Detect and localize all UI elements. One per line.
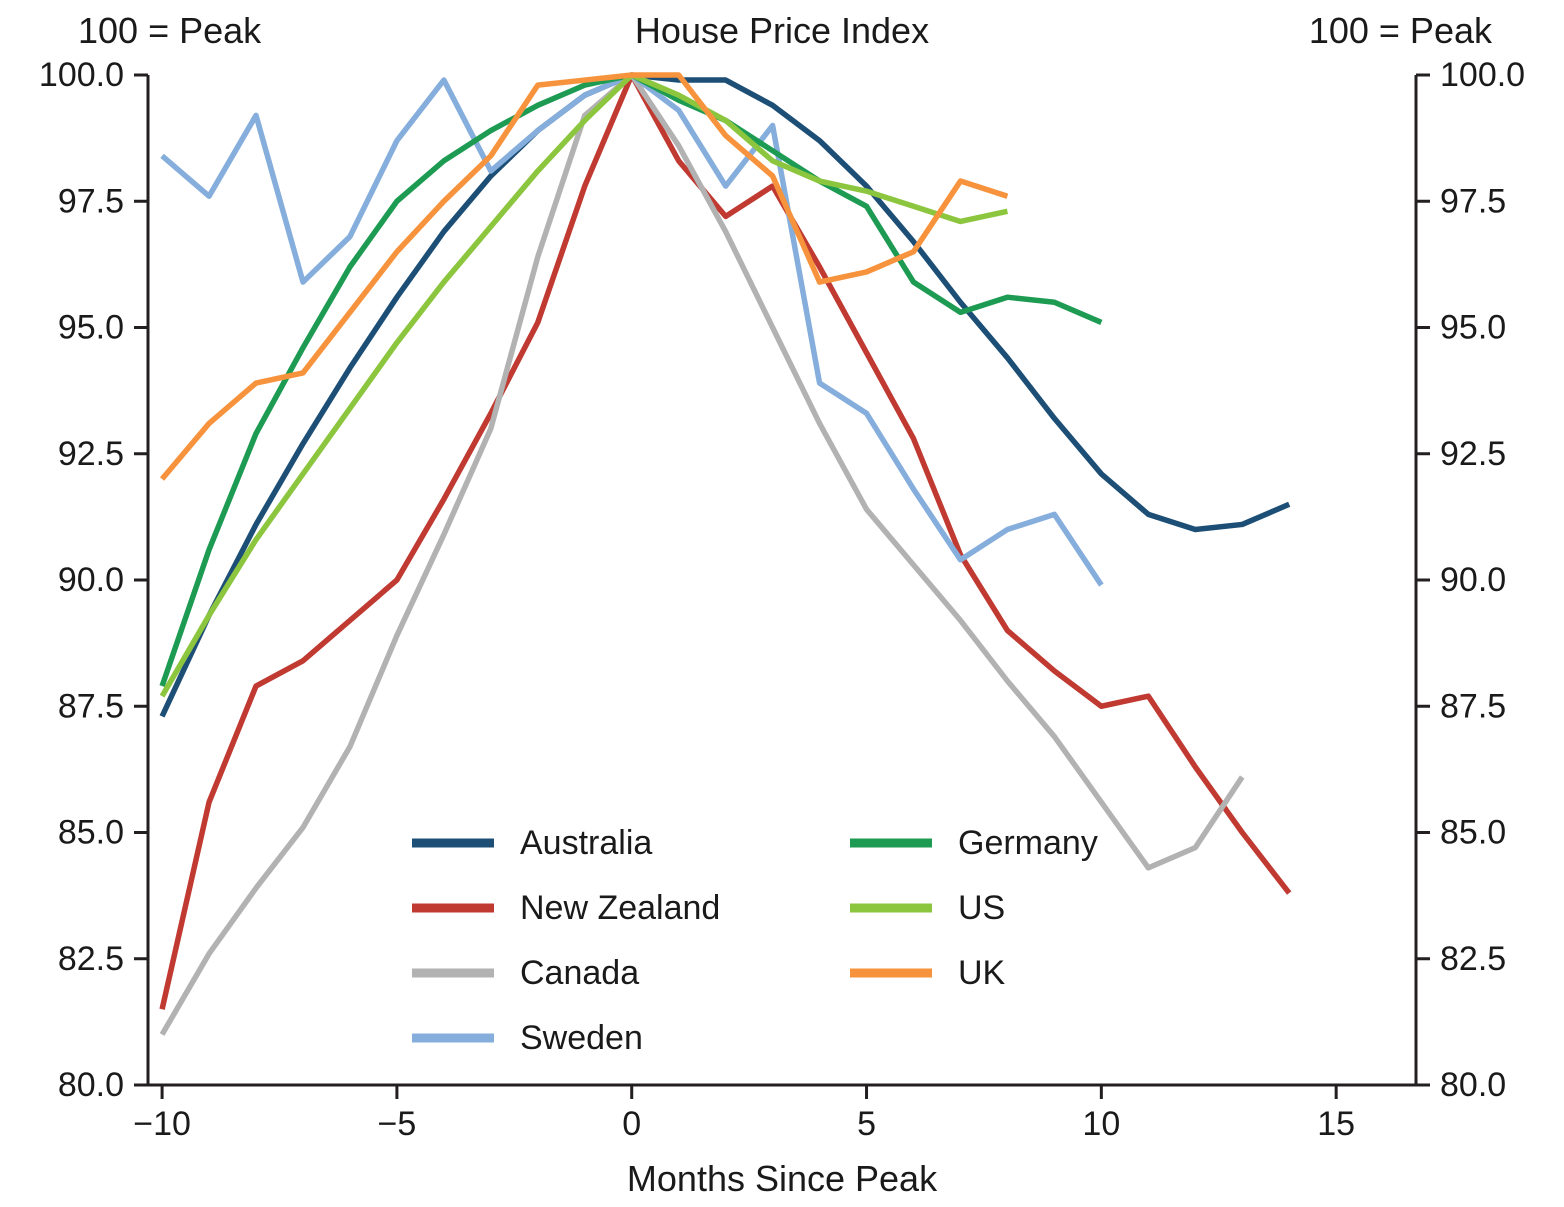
y-tick-label-left: 85.0 [58,814,124,852]
chart-title: House Price Index [634,10,930,51]
y-tick-label-left: 90.0 [58,561,124,599]
y-tick-label-left: 82.5 [58,940,124,978]
legend-label-us: US [958,889,1005,927]
series-line-canada [159,72,1245,1036]
legend-label-new-zealand: New Zealand [520,889,720,927]
y-tick-label-right: 97.5 [1440,182,1506,220]
left-axis-unit-label: 100 = Peak [78,10,262,51]
legend-label-sweden: Sweden [520,1019,643,1057]
y-tick-label-right: 80.0 [1440,1066,1506,1104]
y-tick-label-right: 85.0 [1440,814,1506,852]
series-line-uk [159,72,1009,481]
series-line-new-zealand [159,72,1292,1010]
x-tick-label: 10 [1082,1105,1120,1143]
y-tick-label-right: 100.0 [1440,56,1525,94]
legend-label-australia: Australia [520,824,652,862]
right-axis-unit-label: 100 = Peak [1308,10,1492,51]
series-line-germany [159,72,1103,687]
legend-label-uk: UK [958,954,1006,992]
x-tick-label: 15 [1317,1105,1355,1143]
legend-label-germany: Germany [958,824,1098,862]
x-tick-label: −10 [133,1105,191,1143]
series-line-sweden [160,72,1104,587]
x-tick-label: 0 [622,1105,641,1143]
y-tick-label-left: 95.0 [58,309,124,347]
y-tick-label-left: 100.0 [39,56,124,94]
legend-label-canada: Canada [520,954,639,992]
y-tick-label-right: 95.0 [1440,309,1506,347]
y-tick-label-right: 87.5 [1440,687,1506,725]
y-tick-label-right: 90.0 [1440,561,1506,599]
y-tick-label-right: 92.5 [1440,435,1506,473]
x-tick-label: 5 [857,1105,876,1143]
y-tick-label-right: 82.5 [1440,940,1506,978]
y-tick-label-left: 80.0 [58,1066,124,1104]
y-tick-label-left: 87.5 [58,687,124,725]
y-tick-label-left: 92.5 [58,435,124,473]
y-tick-label-left: 97.5 [58,182,124,220]
series-line-australia [159,72,1291,718]
series-line-us [159,72,1009,698]
x-axis-label: Months Since Peak [626,1158,938,1199]
x-tick-label: −5 [378,1105,417,1143]
